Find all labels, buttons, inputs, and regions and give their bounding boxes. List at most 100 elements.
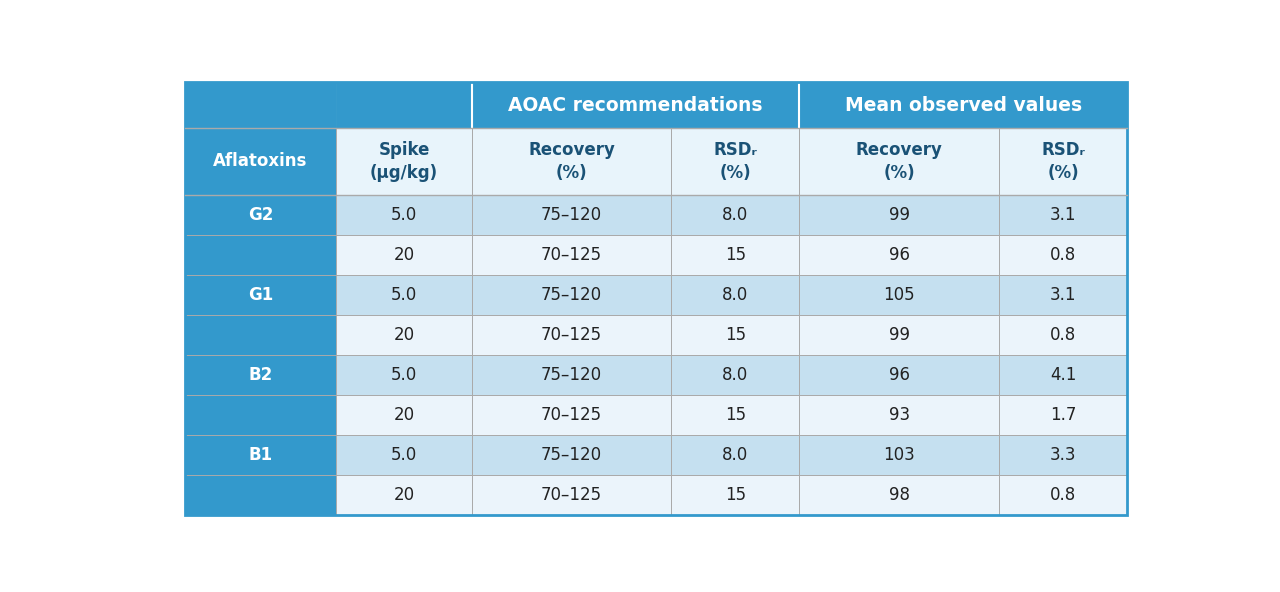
Bar	[471, 395, 672, 435]
Text: 8.0: 8.0	[722, 206, 749, 224]
Text: Aflatoxins: Aflatoxins	[214, 153, 307, 170]
Text: G1: G1	[248, 286, 273, 304]
Text: 105: 105	[883, 286, 915, 304]
Text: 75–120: 75–120	[541, 286, 602, 304]
Text: 5.0: 5.0	[390, 286, 417, 304]
Bar	[672, 275, 800, 315]
Text: Mean observed values: Mean observed values	[845, 96, 1082, 115]
Bar	[1000, 275, 1128, 315]
Text: 93: 93	[888, 406, 910, 424]
Text: 15: 15	[724, 406, 746, 424]
Bar	[800, 475, 1000, 516]
Bar	[672, 128, 800, 195]
Text: 8.0: 8.0	[722, 366, 749, 384]
Text: 96: 96	[888, 246, 910, 264]
Bar	[471, 195, 672, 235]
Text: 20: 20	[393, 406, 415, 424]
Bar	[337, 235, 471, 275]
Bar	[1000, 355, 1128, 395]
Bar	[672, 475, 800, 516]
Text: RSDᵣ
(%): RSDᵣ (%)	[713, 141, 758, 182]
Text: 5.0: 5.0	[390, 366, 417, 384]
Text: B2: B2	[248, 366, 273, 384]
Text: 0.8: 0.8	[1050, 326, 1076, 344]
Bar	[337, 435, 471, 475]
Bar	[1000, 475, 1128, 516]
Bar	[1000, 235, 1128, 275]
Bar	[672, 395, 800, 435]
Text: 3.1: 3.1	[1050, 206, 1076, 224]
Text: G2: G2	[248, 206, 274, 224]
Bar	[471, 435, 672, 475]
Text: 70–125: 70–125	[541, 326, 602, 344]
Text: 3.3: 3.3	[1050, 446, 1076, 464]
Text: 4.1: 4.1	[1050, 366, 1076, 384]
Bar	[800, 355, 1000, 395]
Text: 75–120: 75–120	[541, 446, 602, 464]
Bar	[800, 195, 1000, 235]
Bar	[800, 275, 1000, 315]
Text: 15: 15	[724, 246, 746, 264]
Bar	[800, 235, 1000, 275]
Text: 0.8: 0.8	[1050, 487, 1076, 504]
Text: B1: B1	[248, 446, 273, 464]
Text: 5.0: 5.0	[390, 446, 417, 464]
Bar	[471, 128, 672, 195]
Bar	[672, 315, 800, 355]
Bar	[184, 315, 337, 355]
Text: 70–125: 70–125	[541, 487, 602, 504]
Bar	[184, 195, 337, 235]
Text: 103: 103	[883, 446, 915, 464]
Text: RSDᵣ
(%): RSDᵣ (%)	[1042, 141, 1085, 182]
Text: AOAC recommendations: AOAC recommendations	[508, 96, 763, 115]
Text: 15: 15	[724, 326, 746, 344]
Text: 70–125: 70–125	[541, 406, 602, 424]
Text: 0.8: 0.8	[1050, 246, 1076, 264]
Bar	[672, 195, 800, 235]
Text: 96: 96	[888, 366, 910, 384]
Bar	[184, 235, 337, 275]
Text: 70–125: 70–125	[541, 246, 602, 264]
Text: Recovery
(%): Recovery (%)	[856, 141, 943, 182]
Bar	[337, 355, 471, 395]
Bar	[1000, 195, 1128, 235]
Bar	[1000, 435, 1128, 475]
Bar	[184, 435, 337, 475]
Text: 15: 15	[724, 487, 746, 504]
Text: 20: 20	[393, 246, 415, 264]
Bar	[471, 475, 672, 516]
Text: 8.0: 8.0	[722, 446, 749, 464]
Bar	[1000, 128, 1128, 195]
Bar	[471, 355, 672, 395]
Text: Spike
(μg/kg): Spike (μg/kg)	[370, 141, 438, 182]
Bar	[800, 395, 1000, 435]
Text: 8.0: 8.0	[722, 286, 749, 304]
Bar	[184, 395, 337, 435]
Text: 20: 20	[393, 487, 415, 504]
Text: Recovery
(%): Recovery (%)	[529, 141, 614, 182]
Text: 20: 20	[393, 326, 415, 344]
Bar	[184, 128, 337, 195]
Text: 5.0: 5.0	[390, 206, 417, 224]
Text: 75–120: 75–120	[541, 206, 602, 224]
Bar	[471, 235, 672, 275]
Bar	[672, 235, 800, 275]
Text: 75–120: 75–120	[541, 366, 602, 384]
Text: 98: 98	[888, 487, 910, 504]
Bar	[1000, 315, 1128, 355]
Bar	[672, 435, 800, 475]
Bar	[471, 82, 800, 128]
Bar	[800, 128, 1000, 195]
Bar	[800, 82, 1128, 128]
Bar	[471, 315, 672, 355]
Bar	[800, 435, 1000, 475]
Bar	[184, 275, 337, 315]
Bar	[337, 195, 471, 235]
Bar	[337, 275, 471, 315]
Bar	[337, 395, 471, 435]
Text: 99: 99	[888, 326, 910, 344]
Bar	[184, 355, 337, 395]
Bar	[672, 355, 800, 395]
Bar	[337, 475, 471, 516]
Text: 1.7: 1.7	[1050, 406, 1076, 424]
